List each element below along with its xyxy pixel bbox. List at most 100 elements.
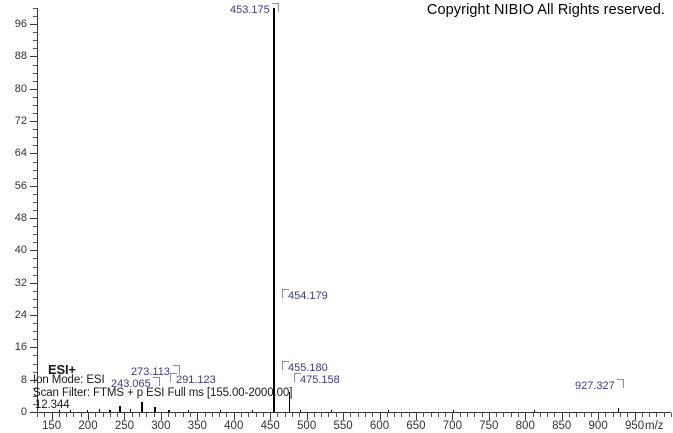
y-axis-minor-tick [33, 137, 37, 139]
peak-bar-minor [58, 409, 61, 412]
x-axis-minor-tick [131, 413, 133, 417]
x-axis-minor-tick [547, 413, 549, 417]
x-axis-tick [160, 413, 162, 420]
x-axis-tick-label: 750 [479, 420, 499, 432]
x-axis-minor-tick [262, 413, 264, 417]
y-axis-tick [30, 412, 37, 413]
peak-bar [141, 402, 143, 412]
y-axis-tick-label: 64 [14, 147, 27, 160]
x-axis-minor-tick [430, 413, 432, 417]
x-axis-minor-tick [423, 413, 425, 417]
x-axis-minor-tick [335, 413, 337, 417]
peak-bar [272, 8, 275, 412]
x-axis-tick [51, 413, 53, 420]
x-axis-minor-tick [663, 413, 665, 417]
x-axis-minor-tick [58, 413, 60, 417]
x-axis-tick-label: 450 [260, 420, 280, 432]
y-axis-tick-label: 96 [14, 18, 27, 31]
y-axis-minor-tick [33, 193, 37, 195]
x-axis-minor-tick [241, 413, 243, 417]
y-axis-tick-label: 8 [20, 373, 27, 386]
y-axis-minor-tick [33, 161, 37, 163]
peak-bar [288, 391, 290, 412]
y-axis-line [37, 8, 38, 412]
x-axis-minor-tick [619, 413, 621, 417]
x-axis-tick-label: 700 [442, 420, 462, 432]
x-axis-minor-tick [146, 413, 148, 417]
y-axis-minor-tick [33, 323, 37, 325]
peak-label-leader [617, 379, 624, 388]
y-axis-minor-tick [33, 48, 37, 50]
y-axis-tick-label: 0 [20, 406, 27, 418]
y-axis-minor-tick [33, 363, 37, 365]
x-axis-tick [379, 413, 381, 420]
y-axis-tick-label: 80 [14, 82, 27, 95]
x-axis-minor-tick [255, 413, 257, 417]
x-axis-unit-label: m/z [645, 420, 664, 432]
x-axis-minor-tick [539, 413, 541, 417]
y-axis-minor-tick [33, 339, 37, 341]
x-axis-tick-label: 550 [333, 420, 353, 432]
x-axis-tick [306, 413, 308, 420]
y-axis-minor-tick [33, 8, 37, 9]
peak-bar-minor [187, 409, 190, 412]
x-axis-minor-tick [328, 413, 330, 417]
ionization-mode-label: ESI+ [48, 362, 76, 377]
x-axis-minor-tick [95, 413, 97, 417]
y-axis-minor-tick [33, 96, 37, 98]
x-axis-minor-tick [73, 413, 75, 417]
x-axis-tick-label: 300 [151, 420, 171, 432]
x-axis-minor-tick [248, 413, 250, 417]
x-axis-minor-tick [671, 413, 672, 417]
scan-filter-text: Scan Filter: FTMS + p ESI Full ms [155.0… [33, 387, 293, 399]
peak-bar [273, 302, 275, 412]
x-axis-minor-tick [211, 413, 213, 417]
x-axis-minor-tick [299, 413, 301, 417]
y-axis-minor-tick [33, 355, 37, 357]
x-axis-tick [270, 413, 272, 420]
peak-label: 273.113 [131, 366, 170, 378]
x-axis-minor-tick [466, 413, 468, 417]
peak-bar [618, 407, 620, 412]
x-axis-tick [88, 413, 89, 420]
x-axis-minor-tick [284, 413, 286, 417]
peak-bar-minor [387, 410, 389, 412]
x-axis-minor-tick [503, 413, 505, 417]
x-axis-minor-tick [139, 413, 141, 417]
x-axis-minor-tick [474, 413, 476, 417]
x-axis-minor-tick [459, 413, 461, 417]
x-axis-minor-tick [175, 413, 177, 417]
x-axis-minor-tick [321, 413, 323, 417]
peak-bar [119, 405, 121, 412]
x-axis-tick-label: 800 [515, 420, 535, 432]
peak-label-leader [294, 373, 301, 382]
x-axis-minor-tick [445, 413, 447, 417]
x-axis-minor-tick [386, 413, 388, 417]
x-axis-minor-tick [583, 413, 585, 417]
x-axis-minor-tick [313, 413, 315, 417]
y-axis-tick [30, 24, 37, 26]
y-axis-minor-tick [33, 266, 37, 268]
x-axis-tick [488, 413, 490, 420]
peak-bar-minor [109, 409, 111, 412]
x-axis-minor-tick [37, 413, 38, 417]
y-axis-minor-tick [33, 104, 37, 106]
x-axis-minor-tick [481, 413, 483, 417]
y-axis-tick-label: 56 [14, 179, 27, 192]
y-axis-tick-label: 32 [14, 276, 27, 289]
x-axis-minor-tick [102, 413, 104, 417]
peak-bar-minor [300, 409, 302, 412]
peak-label: 291.123 [176, 374, 216, 386]
x-axis-tick-label: 250 [114, 420, 135, 432]
x-axis-tick [525, 413, 527, 420]
y-axis-tick-label: 88 [14, 50, 27, 63]
x-axis-minor-tick [292, 413, 294, 417]
y-axis-minor-tick [33, 298, 37, 300]
y-axis-minor-tick [33, 395, 37, 397]
peak-bar-minor [86, 409, 88, 412]
y-axis-minor-tick [33, 16, 37, 18]
y-axis-minor-tick [33, 331, 37, 333]
x-axis-minor-tick [605, 413, 607, 417]
y-axis-minor-tick [33, 274, 37, 276]
x-axis-minor-tick [226, 413, 228, 417]
